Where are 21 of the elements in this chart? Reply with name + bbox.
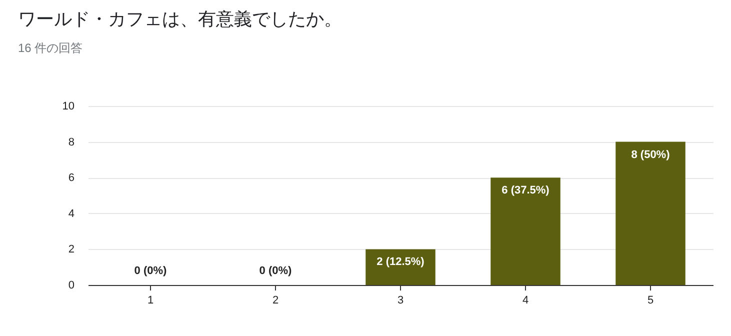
bar (490, 178, 560, 285)
data-label: 0 (0%) (134, 265, 168, 277)
y-tick-label: 8 (68, 136, 74, 148)
bar (366, 249, 436, 285)
x-tick-label: 2 (272, 294, 279, 306)
data-label: 0 (0%) (259, 265, 292, 277)
chart-title: ワールド・カフェは、有意義でしたか。 (18, 9, 342, 29)
y-tick-label: 10 (62, 100, 74, 112)
x-tick-label: 3 (397, 294, 404, 306)
data-label: 8 (50%) (631, 148, 670, 161)
data-label: 2 (12.5%) (376, 256, 425, 268)
y-tick-label: 6 (68, 172, 74, 184)
y-tick-label: 4 (68, 208, 74, 220)
bar (616, 142, 686, 285)
x-tick-label: 5 (647, 294, 654, 306)
chart-subtitle: 16 件の回答 (18, 41, 83, 55)
y-tick-label: 2 (68, 244, 74, 256)
x-tick-label: 4 (522, 294, 529, 306)
y-tick-label: 0 (68, 280, 74, 292)
data-label: 6 (37.5%) (502, 184, 550, 197)
x-tick-label: 1 (147, 294, 154, 306)
